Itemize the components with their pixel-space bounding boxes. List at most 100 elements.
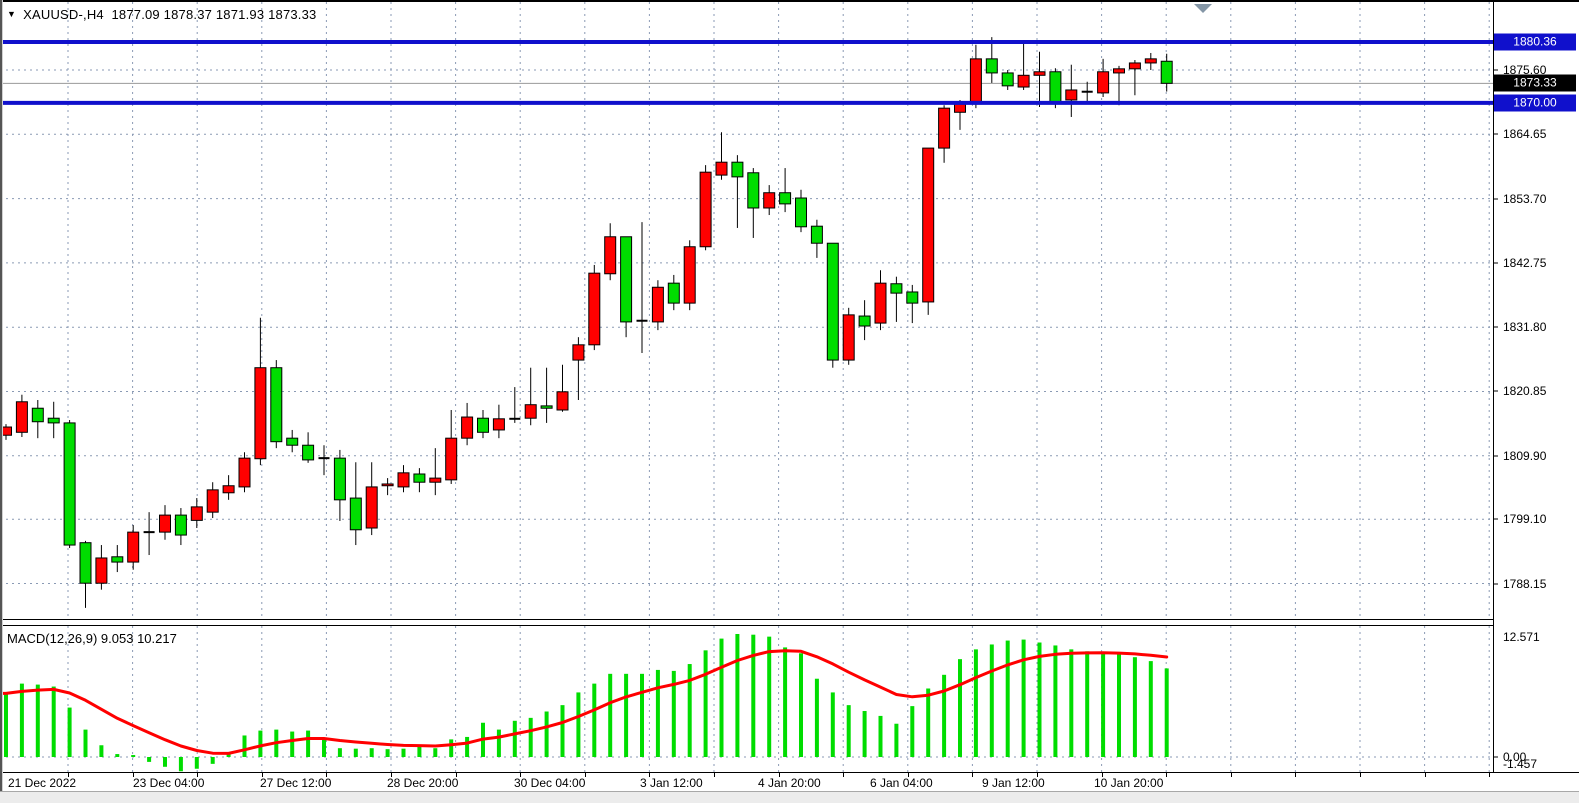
candle[interactable] <box>190 498 203 529</box>
candle[interactable] <box>349 462 362 546</box>
candle[interactable] <box>509 387 521 423</box>
candle[interactable] <box>969 44 982 109</box>
macd-histogram-bar <box>115 754 120 757</box>
time-axis-tick <box>68 773 69 777</box>
candle[interactable] <box>127 525 140 570</box>
candle[interactable] <box>810 219 823 258</box>
candle[interactable] <box>890 276 903 322</box>
candle[interactable] <box>874 270 887 331</box>
candle[interactable] <box>1128 60 1141 96</box>
bull-candle-body <box>938 107 951 149</box>
candle[interactable] <box>683 240 696 311</box>
price-axis[interactable]: 1880.36 1873.33 1870.00 1875.60 1864.65 18… <box>1493 2 1579 772</box>
panel-divider-top[interactable] <box>0 619 1579 620</box>
candle[interactable] <box>858 300 871 341</box>
candle[interactable] <box>1017 41 1030 90</box>
macd-chart[interactable] <box>0 626 1493 772</box>
price-tick-label: 1875.60 <box>1503 63 1547 77</box>
candle[interactable] <box>174 508 187 546</box>
macd-histogram-bar <box>433 748 438 757</box>
bull-candle-body <box>842 314 855 361</box>
macd-histogram-bar <box>1132 657 1137 757</box>
bull-candle-body <box>381 483 394 487</box>
candle[interactable] <box>95 545 108 590</box>
candle[interactable] <box>524 367 537 426</box>
candle[interactable] <box>651 280 664 331</box>
candle[interactable] <box>31 400 44 439</box>
candle[interactable] <box>286 429 299 453</box>
candle[interactable] <box>79 540 92 608</box>
candle[interactable] <box>1160 53 1173 92</box>
candle[interactable] <box>842 307 855 365</box>
time-axis-label: 30 Dec 04:00 <box>514 776 586 790</box>
candle[interactable] <box>826 242 839 368</box>
bull-candle-body <box>954 103 966 113</box>
macd-panel[interactable]: MACD(12,26,9) 9.053 10.217 <box>0 626 1493 772</box>
symbol-dropdown-icon[interactable]: ▼ <box>7 9 17 19</box>
bear-candle-body <box>1049 71 1062 103</box>
bull-candle-body <box>763 192 776 209</box>
candle[interactable] <box>238 452 251 493</box>
candle[interactable] <box>270 360 283 449</box>
macd-histogram-bar <box>1085 651 1090 757</box>
candle[interactable] <box>731 155 744 228</box>
candle[interactable] <box>254 317 267 466</box>
candle[interactable] <box>699 165 712 251</box>
candle[interactable] <box>492 404 505 439</box>
bear-candle-body <box>1160 60 1173 84</box>
candle[interactable] <box>143 512 155 556</box>
candle[interactable] <box>588 264 601 351</box>
candle[interactable] <box>906 284 919 324</box>
candle[interactable] <box>636 222 648 354</box>
macd-histogram-bar <box>242 735 247 757</box>
candle[interactable] <box>795 189 807 233</box>
candle[interactable] <box>63 419 76 548</box>
candle[interactable] <box>1081 81 1093 102</box>
candle[interactable] <box>1065 64 1078 117</box>
candle[interactable] <box>763 185 776 216</box>
candle[interactable] <box>556 364 569 412</box>
candle[interactable] <box>1001 70 1014 90</box>
candle[interactable] <box>477 409 489 439</box>
panel-divider-bottom[interactable] <box>0 625 1579 626</box>
candle[interactable] <box>985 37 998 83</box>
candle[interactable] <box>159 505 171 540</box>
candle[interactable] <box>715 132 728 180</box>
candle[interactable] <box>540 367 553 423</box>
bull-candle-body <box>1097 71 1110 94</box>
bull-candle-body <box>365 486 378 529</box>
candle[interactable] <box>747 168 760 238</box>
candle[interactable] <box>222 475 235 500</box>
candle[interactable] <box>1144 52 1157 70</box>
candle[interactable] <box>397 465 410 493</box>
candle[interactable] <box>302 432 315 463</box>
candle[interactable] <box>938 105 951 163</box>
candle[interactable] <box>206 482 219 519</box>
candle[interactable] <box>318 445 330 476</box>
candle[interactable] <box>461 402 474 446</box>
candle[interactable] <box>111 545 124 573</box>
candle[interactable] <box>365 462 378 536</box>
candle[interactable] <box>620 236 633 338</box>
candle[interactable] <box>413 468 426 493</box>
chart-shift-marker-icon[interactable] <box>1194 4 1212 13</box>
candle[interactable] <box>667 274 680 311</box>
candle[interactable] <box>779 168 792 213</box>
candle[interactable] <box>1033 51 1046 107</box>
candle[interactable] <box>604 223 617 281</box>
candle[interactable] <box>445 409 458 484</box>
candle[interactable] <box>381 478 394 496</box>
time-axis-tick <box>1424 773 1426 777</box>
candlestick-chart[interactable] <box>0 0 1493 620</box>
candle[interactable] <box>1113 65 1125 106</box>
candle[interactable] <box>333 449 346 521</box>
candle[interactable] <box>922 147 935 315</box>
macd-histogram-bar <box>163 757 167 767</box>
time-axis[interactable]: 21 Dec 2022 23 Dec 04:00 27 Dec 12:00 28 De… <box>0 773 1579 791</box>
candle[interactable] <box>429 448 442 496</box>
candle[interactable] <box>15 394 28 437</box>
candle[interactable] <box>47 401 60 439</box>
candle[interactable] <box>1097 58 1110 98</box>
main-chart-panel[interactable]: ▼ XAUUSD-,H4 1877.09 1878.37 1871.93 1873… <box>0 0 1493 620</box>
candle[interactable] <box>572 337 585 401</box>
